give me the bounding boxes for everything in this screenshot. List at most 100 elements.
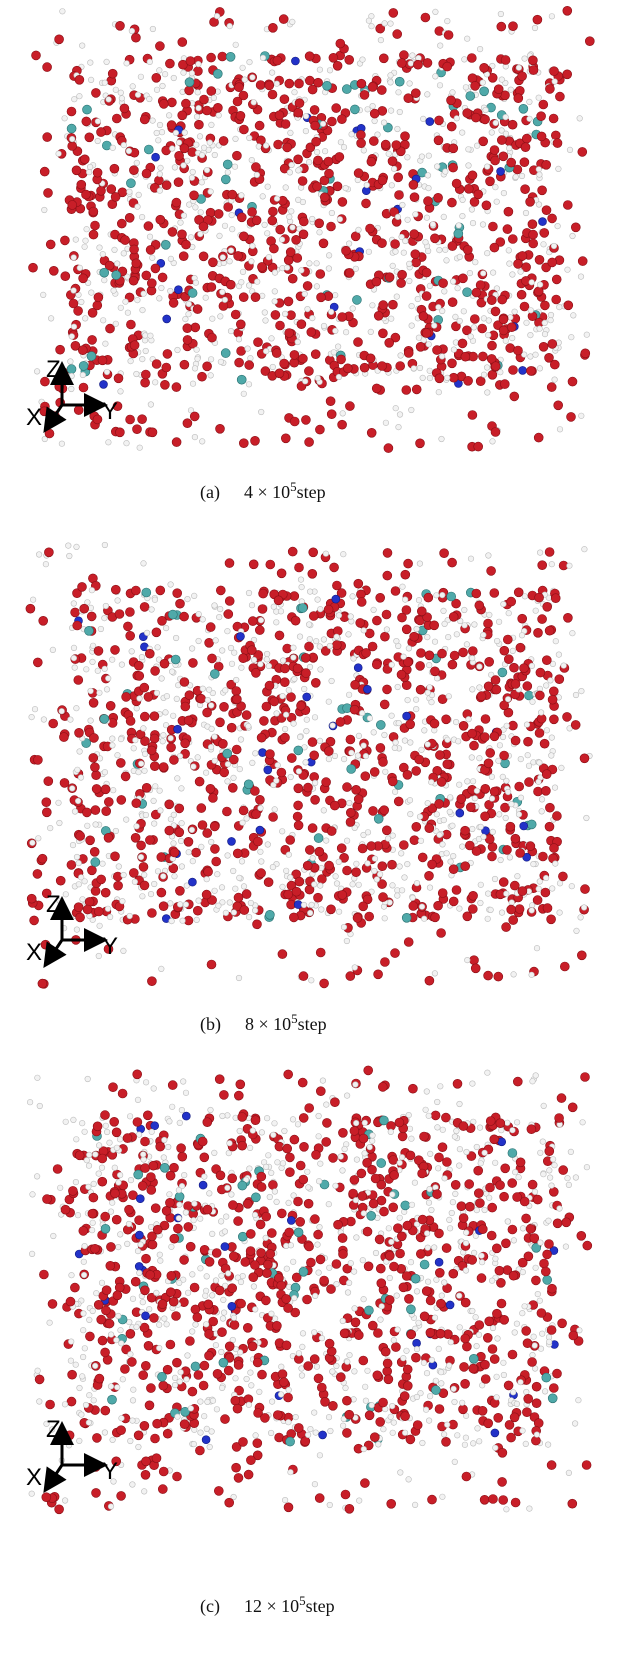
atom <box>208 703 214 709</box>
atom <box>110 145 116 151</box>
atom <box>290 225 296 231</box>
atom <box>243 1199 252 1208</box>
atom <box>263 318 269 324</box>
atom <box>219 648 225 654</box>
atom <box>94 907 103 916</box>
atom <box>221 349 230 358</box>
atom <box>183 902 189 908</box>
atom <box>494 1374 500 1380</box>
atom <box>276 321 285 330</box>
atom <box>114 374 123 383</box>
atom <box>384 1375 393 1384</box>
atom <box>125 213 134 222</box>
atom <box>364 1066 373 1075</box>
atom <box>308 824 317 833</box>
atom <box>499 1496 508 1505</box>
atom <box>500 646 509 655</box>
atom <box>438 1369 444 1375</box>
atom <box>563 712 572 721</box>
atom <box>508 1149 517 1158</box>
atom <box>236 111 245 120</box>
atom <box>519 104 528 113</box>
atom <box>231 775 237 781</box>
atom <box>528 354 534 360</box>
atom <box>138 854 144 860</box>
atom <box>254 279 260 285</box>
atom <box>39 616 48 625</box>
atom <box>501 1239 510 1248</box>
atom <box>448 242 457 251</box>
atom <box>449 1269 458 1278</box>
atom <box>385 338 394 347</box>
atom <box>442 715 451 724</box>
atom <box>307 636 313 642</box>
atom <box>199 180 205 186</box>
atom <box>112 271 121 280</box>
atom <box>316 1087 325 1096</box>
atom <box>353 913 362 922</box>
atom <box>116 864 122 870</box>
atom <box>157 788 163 794</box>
atom <box>530 1352 536 1358</box>
atom <box>230 868 236 874</box>
atom <box>221 1297 227 1303</box>
atom <box>251 657 257 663</box>
atom <box>501 601 507 607</box>
atom <box>381 140 390 149</box>
atom <box>378 362 387 371</box>
atom <box>172 383 181 392</box>
atom <box>551 243 557 249</box>
atom <box>542 206 551 215</box>
atom <box>314 149 320 155</box>
atom <box>548 1394 557 1403</box>
atom <box>409 407 415 413</box>
atom <box>348 1260 354 1266</box>
atom <box>133 425 142 434</box>
atom <box>454 632 460 638</box>
atom <box>272 1321 281 1330</box>
atom <box>409 303 415 309</box>
atom <box>264 231 270 237</box>
atom <box>134 706 140 712</box>
atom <box>397 670 406 679</box>
atom <box>582 546 588 552</box>
atom <box>576 1397 582 1403</box>
atom <box>380 632 389 641</box>
atom <box>151 1204 160 1213</box>
atom <box>148 891 154 897</box>
atom <box>246 590 252 596</box>
atom <box>166 1288 175 1297</box>
atom <box>465 957 471 963</box>
atom <box>191 1305 200 1314</box>
atom <box>305 52 314 61</box>
atom <box>113 87 119 93</box>
atom <box>469 207 475 213</box>
atom <box>423 58 432 67</box>
atom <box>519 633 525 639</box>
atom <box>339 1250 348 1259</box>
atom <box>256 144 262 150</box>
atom <box>468 1255 477 1264</box>
atom <box>326 253 332 259</box>
atom <box>93 415 102 424</box>
atom <box>235 83 244 92</box>
atom <box>306 159 312 165</box>
atom <box>498 295 507 304</box>
atom <box>291 655 297 661</box>
atom <box>266 1249 275 1258</box>
atom <box>413 1339 421 1347</box>
atom <box>38 979 47 988</box>
atom <box>173 589 182 598</box>
atom <box>389 1156 398 1165</box>
atom <box>434 1277 440 1283</box>
atom <box>110 1117 119 1126</box>
atom <box>134 1324 140 1330</box>
atom <box>212 734 218 740</box>
atom <box>326 699 332 705</box>
atom <box>85 1332 94 1341</box>
atom <box>274 140 283 149</box>
atom <box>441 1113 450 1122</box>
atom <box>231 1315 237 1321</box>
atom <box>528 1180 537 1189</box>
atom <box>81 1259 87 1265</box>
